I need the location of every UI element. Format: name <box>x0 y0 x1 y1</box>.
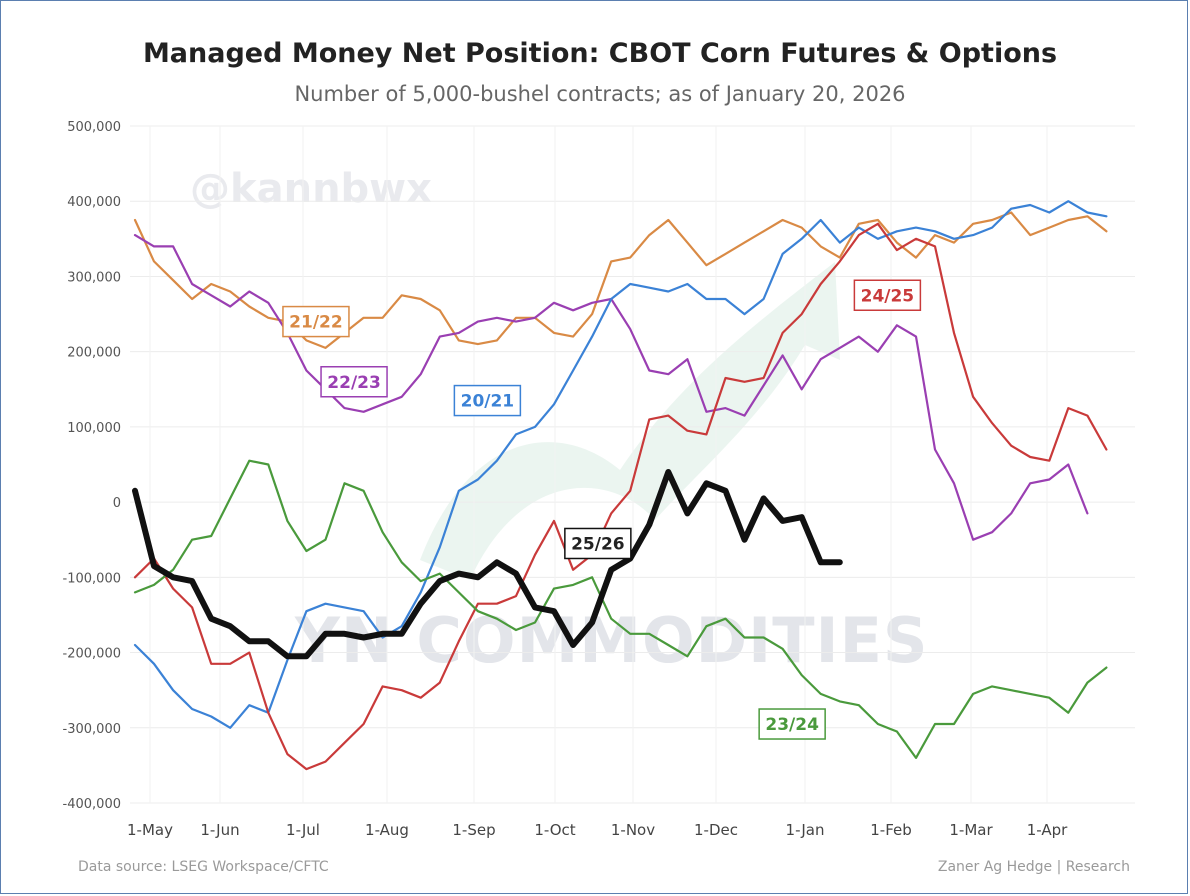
series-line-21-22 <box>133 211 1108 349</box>
x-tick-label: 1-Nov <box>611 821 655 839</box>
y-tick-label: 100,000 <box>67 421 121 436</box>
series-line-25-26 <box>132 469 843 660</box>
y-tick-label: -100,000 <box>63 571 121 586</box>
series-label-box <box>453 384 522 417</box>
x-tick-label: 1-Jan <box>786 821 825 839</box>
series-label-box <box>853 279 922 311</box>
x-tick-label: 1-Aug <box>365 821 409 839</box>
series-label-box <box>758 708 826 740</box>
series-label-box <box>320 366 388 398</box>
series-label: 22/23 <box>327 373 381 393</box>
chart-subtitle: Number of 5,000-bushel contracts; as of … <box>294 82 906 106</box>
series-label: 21/22 <box>289 313 343 333</box>
y-tick-label: 0 <box>113 496 121 511</box>
series-label-box <box>564 527 632 560</box>
data-source-note: Data source: LSEG Workspace/CFTC <box>78 859 329 875</box>
credit-note: Zaner Ag Hedge | Research <box>937 859 1130 875</box>
series-line-23-24 <box>133 459 1108 760</box>
series-line-24-25 <box>133 222 1108 771</box>
series-label-box <box>282 305 350 338</box>
chart-title: Managed Money Net Position: CBOT Corn Fu… <box>142 38 1058 69</box>
y-tick-label: 400,000 <box>67 195 121 210</box>
series-label: 20/21 <box>461 392 515 412</box>
watermark-brand: YN COMMODITIES <box>295 604 929 677</box>
x-tick-label: 1-Feb <box>870 821 912 839</box>
series-label: 25/26 <box>571 534 625 554</box>
x-tick-label: 1-Sep <box>452 821 495 839</box>
y-tick-label: 500,000 <box>67 120 121 135</box>
x-tick-label: 1-Mar <box>949 821 993 839</box>
watermark-handle: @kannbwx <box>190 166 432 212</box>
y-tick-label: 200,000 <box>67 346 121 361</box>
series-line-20-21 <box>133 200 1108 729</box>
y-tick-label: -300,000 <box>63 722 121 737</box>
x-tick-label: 1-May <box>127 821 173 839</box>
series-label: 24/25 <box>861 286 915 306</box>
x-tick-label: 1-Dec <box>694 821 738 839</box>
y-tick-label: 300,000 <box>67 270 121 285</box>
series-label: 23/24 <box>765 715 819 735</box>
x-tick-label: 1-Oct <box>534 821 575 839</box>
x-tick-label: 1-Jul <box>286 821 320 839</box>
x-tick-label: 1-Apr <box>1027 821 1068 839</box>
x-tick-label: 1-Jun <box>200 821 239 839</box>
watermark-arrow <box>420 262 840 580</box>
y-tick-label: -200,000 <box>63 647 121 662</box>
y-tick-label: -400,000 <box>63 797 121 812</box>
